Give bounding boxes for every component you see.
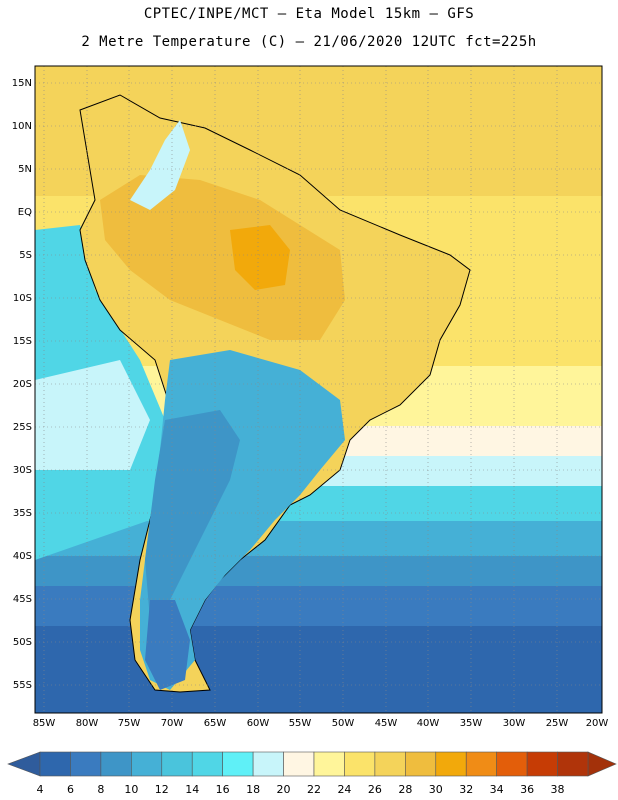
- colorbar-swatch: [70, 751, 102, 777]
- pacific-cool-patch: [35, 360, 150, 470]
- lon-label: 80W: [76, 718, 99, 729]
- lat-label: 25S: [13, 422, 32, 433]
- colorbar-swatch: [131, 751, 163, 777]
- colorbar-label: 36: [520, 783, 534, 796]
- colorbar-low-arrow: [7, 751, 41, 777]
- lon-label: 70W: [161, 718, 184, 729]
- colorbar: 4 6 8 10 12 14 16 18 20 22 24 26 28 30 32 34 36 38: [7, 751, 617, 796]
- colorbar-swatch: [435, 751, 467, 777]
- colorbar-swatch: [526, 751, 558, 777]
- colorbar-swatch: [283, 751, 315, 777]
- lon-label: 30W: [503, 718, 526, 729]
- colorbar-swatch: [252, 751, 284, 777]
- colorbar-label: 16: [216, 783, 230, 796]
- colorbar-label: 12: [155, 783, 169, 796]
- lat-label: 45S: [13, 594, 32, 605]
- colorbar-swatch: [465, 751, 497, 777]
- colorbar-label: 14: [185, 783, 199, 796]
- temperature-field: [35, 66, 602, 713]
- lat-label: 30S: [13, 465, 32, 476]
- andes-cold-region: [145, 410, 240, 620]
- colorbar-label: 30: [429, 783, 443, 796]
- patagonia-cold: [145, 600, 190, 690]
- colorbar-swatch: [222, 751, 254, 777]
- colorbar-swatch: [161, 751, 193, 777]
- colorbar-high-arrow: [587, 751, 617, 777]
- lat-label: 5N: [18, 164, 32, 175]
- colorbar-swatch: [100, 751, 132, 777]
- colorbar-label: 38: [551, 783, 565, 796]
- lon-label: 75W: [118, 718, 141, 729]
- lat-label: 15N: [12, 78, 32, 89]
- colorbar-label: 26: [368, 783, 382, 796]
- lat-lon-grid: [35, 66, 602, 713]
- colorbar-label: 22: [307, 783, 321, 796]
- lon-label: 50W: [332, 718, 355, 729]
- lon-label: 40W: [417, 718, 440, 729]
- colorbar-swatch: [313, 751, 345, 777]
- hottest-core: [230, 225, 290, 290]
- colorbar-swatch: [344, 751, 376, 777]
- map-frame: [34, 65, 603, 714]
- map-title-line1: CPTEC/INPE/MCT – Eta Model 15km – GFS: [143, 6, 475, 22]
- colorbar-label: 34: [490, 783, 504, 796]
- amazon-hot-region: [100, 175, 345, 340]
- colorbar-label: 6: [67, 783, 74, 796]
- latitude-labels: 15N 10N 5N EQ 5S 10S 15S 20S 25S 30S 35S…: [12, 78, 32, 691]
- lon-label: 65W: [204, 718, 227, 729]
- lat-label: 40S: [13, 551, 32, 562]
- lat-label: 5S: [19, 250, 32, 261]
- colorbar-swatch: [496, 751, 528, 777]
- longitude-labels: 85W 80W 75W 70W 65W 60W 55W 50W 45W 40W …: [33, 718, 609, 729]
- lat-label: EQ: [18, 207, 32, 218]
- lat-label: 15S: [13, 336, 32, 347]
- lon-label: 85W: [33, 718, 56, 729]
- colorbar-swatch: [405, 751, 437, 777]
- colorbar-label: 4: [37, 783, 44, 796]
- lon-label: 45W: [375, 718, 398, 729]
- lat-label: 10N: [12, 121, 32, 132]
- map-title-line2: 2 Metre Temperature (C) – 21/06/2020 12U…: [81, 34, 537, 50]
- lon-label: 20W: [586, 718, 609, 729]
- colorbar-swatch: [39, 751, 71, 777]
- lon-label: 55W: [289, 718, 312, 729]
- colorbar-label: 32: [459, 783, 473, 796]
- lat-label: 10S: [13, 293, 32, 304]
- colorbar-label: 10: [124, 783, 138, 796]
- colorbar-swatch: [191, 751, 223, 777]
- colorbar-label: 20: [277, 783, 291, 796]
- lon-label: 35W: [460, 718, 483, 729]
- colorbar-swatch: [374, 751, 406, 777]
- colorbar-label: 8: [97, 783, 104, 796]
- lat-label: 20S: [13, 379, 32, 390]
- andes-north-cool: [130, 120, 190, 210]
- lon-label: 25W: [546, 718, 569, 729]
- lat-label: 35S: [13, 508, 32, 519]
- lat-label: 50S: [13, 637, 32, 648]
- colorbar-swatch: [557, 751, 589, 777]
- lon-label: 60W: [247, 718, 270, 729]
- lat-label: 55S: [13, 680, 32, 691]
- colorbar-label: 18: [246, 783, 260, 796]
- colorbar-label: 24: [337, 783, 351, 796]
- colorbar-label: 28: [398, 783, 412, 796]
